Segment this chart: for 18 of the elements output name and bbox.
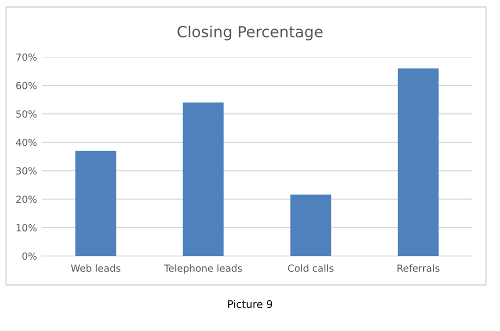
text: Picture 9 [228, 300, 272, 308]
x-tick-label: Referrals [398, 264, 440, 272]
bar [290, 194, 332, 256]
bar [182, 102, 224, 256]
chart-title: Closing Percentage [178, 26, 322, 40]
y-tick-label: 70% [16, 53, 37, 61]
y-tick-label: 30% [16, 167, 37, 175]
x-tick-label: Web leads [70, 264, 120, 272]
y-tick-label: 50% [16, 110, 37, 118]
x-tick-label: Cold calls [288, 264, 334, 272]
y-tick-label: 60% [16, 82, 37, 90]
y-tick-label: 40% [16, 138, 37, 146]
bar [398, 68, 439, 256]
x-tick-label: Telephone leads [164, 264, 242, 274]
y-tick-label: 0% [22, 252, 37, 260]
bar [75, 150, 116, 256]
y-tick-label: 20% [16, 196, 37, 203]
y-tick-label: 10% [16, 224, 37, 232]
